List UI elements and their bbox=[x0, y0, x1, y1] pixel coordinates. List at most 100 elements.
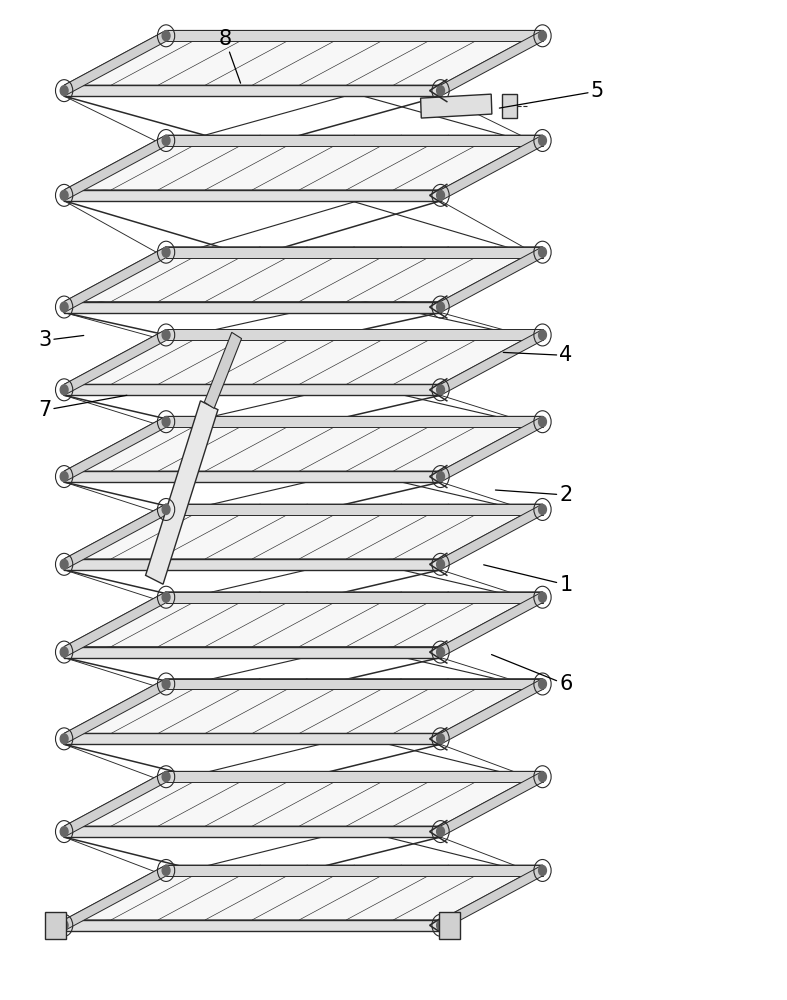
Polygon shape bbox=[64, 30, 542, 85]
Text: 6: 6 bbox=[492, 655, 573, 694]
Circle shape bbox=[61, 472, 68, 482]
Circle shape bbox=[61, 559, 68, 569]
Circle shape bbox=[162, 504, 170, 514]
Polygon shape bbox=[441, 771, 542, 837]
Text: 8: 8 bbox=[218, 29, 241, 83]
Polygon shape bbox=[441, 135, 542, 201]
Polygon shape bbox=[146, 401, 218, 584]
Circle shape bbox=[162, 772, 170, 782]
Circle shape bbox=[437, 647, 445, 657]
Circle shape bbox=[538, 592, 546, 602]
Circle shape bbox=[162, 679, 170, 689]
Polygon shape bbox=[64, 920, 441, 931]
Polygon shape bbox=[441, 416, 542, 482]
Polygon shape bbox=[441, 679, 542, 744]
Polygon shape bbox=[502, 94, 517, 118]
Polygon shape bbox=[166, 865, 542, 876]
Polygon shape bbox=[166, 504, 542, 515]
Polygon shape bbox=[64, 865, 166, 931]
Polygon shape bbox=[64, 247, 542, 302]
Polygon shape bbox=[64, 302, 441, 313]
Polygon shape bbox=[420, 94, 492, 118]
Circle shape bbox=[162, 592, 170, 602]
Circle shape bbox=[162, 136, 170, 145]
Polygon shape bbox=[64, 30, 166, 96]
Circle shape bbox=[538, 31, 546, 41]
Polygon shape bbox=[64, 733, 441, 744]
Text: 3: 3 bbox=[38, 330, 83, 350]
Polygon shape bbox=[166, 135, 542, 146]
Polygon shape bbox=[439, 912, 460, 939]
Polygon shape bbox=[64, 647, 441, 658]
Polygon shape bbox=[64, 416, 542, 471]
Polygon shape bbox=[64, 771, 166, 837]
Circle shape bbox=[61, 734, 68, 744]
Polygon shape bbox=[166, 329, 542, 340]
Text: 7: 7 bbox=[38, 395, 127, 420]
Polygon shape bbox=[64, 329, 166, 395]
Circle shape bbox=[437, 86, 445, 96]
Polygon shape bbox=[64, 592, 166, 658]
Circle shape bbox=[437, 734, 445, 744]
Polygon shape bbox=[64, 135, 166, 201]
Circle shape bbox=[538, 330, 546, 340]
Polygon shape bbox=[441, 865, 542, 931]
Polygon shape bbox=[166, 247, 542, 258]
Circle shape bbox=[437, 920, 445, 930]
Circle shape bbox=[538, 247, 546, 257]
Polygon shape bbox=[64, 559, 441, 570]
Circle shape bbox=[437, 472, 445, 482]
Circle shape bbox=[61, 827, 68, 837]
Circle shape bbox=[437, 190, 445, 200]
Polygon shape bbox=[64, 471, 441, 482]
Polygon shape bbox=[64, 85, 441, 96]
Text: 2: 2 bbox=[496, 485, 573, 505]
Text: 4: 4 bbox=[504, 345, 573, 365]
Text: 1: 1 bbox=[484, 565, 573, 595]
Circle shape bbox=[61, 86, 68, 96]
Polygon shape bbox=[166, 679, 542, 689]
Circle shape bbox=[61, 920, 68, 930]
Polygon shape bbox=[64, 329, 542, 384]
Polygon shape bbox=[166, 416, 542, 427]
Polygon shape bbox=[64, 416, 166, 482]
Polygon shape bbox=[45, 912, 65, 939]
Circle shape bbox=[437, 559, 445, 569]
Circle shape bbox=[437, 385, 445, 395]
Polygon shape bbox=[441, 30, 542, 96]
Circle shape bbox=[538, 772, 546, 782]
Circle shape bbox=[437, 827, 445, 837]
Polygon shape bbox=[64, 592, 542, 647]
Polygon shape bbox=[64, 135, 542, 190]
Circle shape bbox=[61, 302, 68, 312]
Polygon shape bbox=[64, 826, 441, 837]
Polygon shape bbox=[441, 592, 542, 658]
Polygon shape bbox=[64, 771, 542, 826]
Circle shape bbox=[538, 504, 546, 514]
Polygon shape bbox=[64, 190, 441, 201]
Polygon shape bbox=[64, 865, 542, 920]
Polygon shape bbox=[64, 504, 542, 559]
Polygon shape bbox=[64, 384, 441, 395]
Text: 5: 5 bbox=[500, 81, 604, 108]
Circle shape bbox=[61, 190, 68, 200]
Polygon shape bbox=[166, 30, 542, 41]
Circle shape bbox=[437, 302, 445, 312]
Polygon shape bbox=[64, 247, 166, 313]
Circle shape bbox=[538, 865, 546, 875]
Circle shape bbox=[538, 679, 546, 689]
Polygon shape bbox=[441, 504, 542, 570]
Circle shape bbox=[61, 385, 68, 395]
Polygon shape bbox=[64, 504, 166, 570]
Polygon shape bbox=[441, 247, 542, 313]
Polygon shape bbox=[441, 329, 542, 395]
Circle shape bbox=[162, 330, 170, 340]
Polygon shape bbox=[64, 679, 166, 744]
Circle shape bbox=[538, 136, 546, 145]
Circle shape bbox=[162, 865, 170, 875]
Polygon shape bbox=[166, 592, 542, 603]
Polygon shape bbox=[166, 771, 542, 782]
Circle shape bbox=[538, 417, 546, 427]
Circle shape bbox=[162, 31, 170, 41]
Circle shape bbox=[162, 417, 170, 427]
